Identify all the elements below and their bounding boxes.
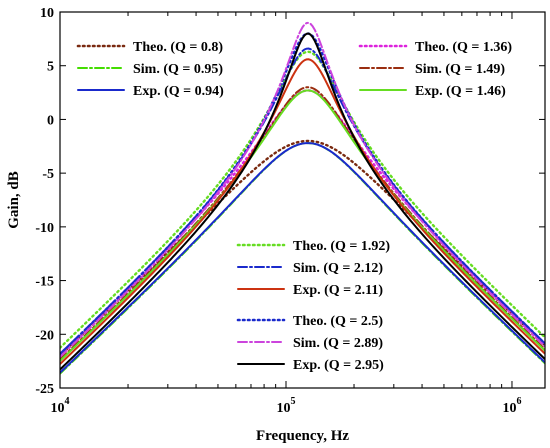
legend-label-7: Theo. (Q = 1.92) <box>293 239 390 254</box>
series-curve-12 <box>60 32 545 371</box>
legend-label-11: Sim. (Q = 2.89) <box>293 336 383 351</box>
legend-label-5: Sim. (Q = 1.49) <box>415 62 505 77</box>
y-axis-title: Gain, dB <box>6 171 22 229</box>
y-tick-label: 0 <box>47 113 54 128</box>
series-curve-6 <box>60 89 545 362</box>
series-curve-7 <box>60 50 545 349</box>
legend-label-12: Exp. (Q = 2.95) <box>293 358 384 373</box>
legend-label-2: Sim. (Q = 0.95) <box>133 62 223 77</box>
legend-label-4: Theo. (Q = 1.36) <box>415 40 512 55</box>
series-curve-3 <box>60 142 545 374</box>
legend-label-3: Exp. (Q = 0.94) <box>133 84 224 99</box>
x-tick-label: 106 <box>502 396 521 416</box>
y-tick-label: -20 <box>35 328 54 343</box>
x-tick-label: 104 <box>51 396 70 416</box>
series-curve-9 <box>60 58 545 366</box>
curve-layer <box>60 21 545 375</box>
x-axis-title: Frequency, Hz <box>256 428 349 444</box>
y-tick-label: -25 <box>35 382 54 397</box>
y-tick-label: -10 <box>35 221 54 236</box>
legend-label-1: Theo. (Q = 0.8) <box>133 40 223 55</box>
x-tick-label: 105 <box>276 396 295 416</box>
y-tick-label: 5 <box>47 60 54 75</box>
y-tick-label: 10 <box>40 6 54 21</box>
legend-label-10: Theo. (Q = 2.5) <box>293 314 383 329</box>
legend-label-6: Exp. (Q = 1.46) <box>415 84 506 99</box>
series-curve-11 <box>60 21 545 358</box>
plot-frame <box>59 11 546 389</box>
y-tick-label: -15 <box>35 275 54 290</box>
legend-label-8: Sim. (Q = 2.12) <box>293 261 383 276</box>
y-tick-label: -5 <box>42 167 54 182</box>
legend-label-9: Exp. (Q = 2.11) <box>293 283 383 298</box>
legend: Theo. (Q = 0.8) Sim. (Q = 0.95) Exp. (Q = … <box>76 40 512 373</box>
series-curve-10 <box>60 32 545 356</box>
